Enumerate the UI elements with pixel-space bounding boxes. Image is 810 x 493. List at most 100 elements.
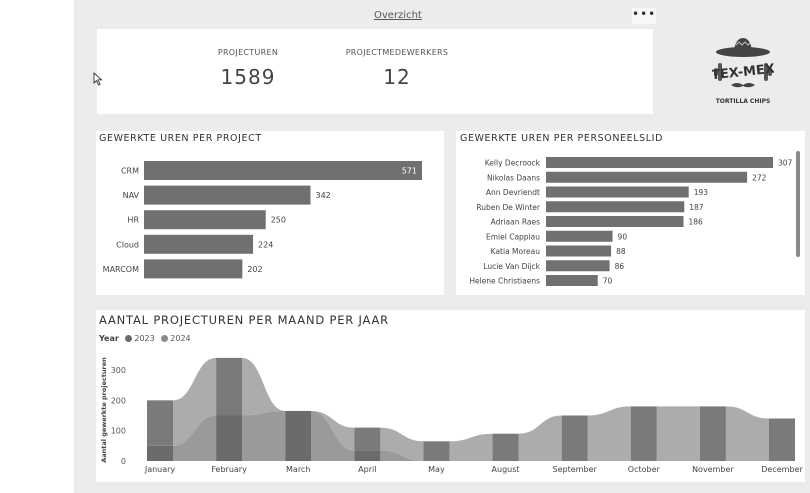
data-label: 250: [271, 216, 286, 225]
y-tick-label: 0: [121, 457, 126, 466]
data-label: 272: [752, 173, 767, 182]
y-axis-label: Aantal gewerkte projecturen: [100, 357, 108, 463]
bar: [144, 210, 266, 230]
ribbon: [725, 406, 769, 461]
category-label: Ann Devriendt: [486, 188, 540, 197]
category-label: Helene Christiaens: [469, 277, 540, 286]
mouse-cursor-icon: [93, 72, 103, 86]
category-label: HR: [127, 216, 139, 225]
ribbon: [656, 406, 700, 461]
category-label: Lucie Van Dijck: [483, 262, 540, 271]
x-tick-label: September: [553, 465, 598, 474]
bar: [144, 259, 243, 279]
data-label: 307: [778, 159, 793, 168]
category-label: Cloud: [116, 240, 139, 249]
chart-legend: Year 2023 2024: [99, 334, 191, 343]
data-label: 86: [615, 262, 625, 271]
bar-2024: [492, 433, 519, 461]
category-label: MARCOM: [103, 265, 139, 274]
x-tick-label: August: [492, 465, 520, 474]
bar: [546, 157, 773, 168]
ribbon: [587, 406, 631, 461]
legend-2024-swatch-icon: [161, 335, 169, 342]
bar-2023: [147, 445, 173, 461]
category-label: Adriaan Raes: [491, 218, 541, 227]
x-tick-label: May: [428, 465, 445, 474]
data-label: 186: [689, 218, 704, 227]
bar-2023: [354, 450, 381, 461]
category-label: Emiel Cappiau: [486, 232, 540, 241]
vertical-scrollbar[interactable]: [796, 151, 800, 257]
more-options-button[interactable]: •••: [632, 8, 656, 24]
kpi-label: PROJECTUREN: [217, 48, 279, 57]
ribbon: [173, 357, 217, 446]
kpi-value: 1589: [220, 65, 276, 89]
data-label: 90: [618, 232, 628, 241]
bar-2024: [147, 400, 173, 446]
ribbon: [311, 410, 355, 451]
category-label: NAV: [123, 191, 140, 200]
page-tab-overzicht[interactable]: Overzicht: [374, 10, 422, 21]
x-tick-label: February: [211, 465, 247, 474]
x-tick-label: October: [628, 465, 661, 474]
legend-2024-label[interactable]: 2024: [170, 334, 191, 343]
kpi-projecturen: PROJECTUREN 1589: [212, 48, 284, 89]
data-label: 88: [616, 247, 626, 256]
ribbon: [449, 433, 493, 461]
bar-2024: [699, 406, 726, 461]
ribbon: [380, 427, 424, 461]
bar: [546, 201, 685, 213]
bar-2024: [630, 406, 657, 461]
category-label: Kelly Decroock: [485, 159, 541, 168]
data-label: 193: [694, 188, 709, 197]
kpi-label: PROJECTMEDEWERKERS: [345, 48, 449, 57]
legend-title: Year: [99, 334, 119, 343]
bar: [144, 161, 422, 180]
bar: [546, 260, 610, 272]
legend-2023-swatch-icon: [125, 335, 133, 342]
ribbon: [173, 415, 217, 461]
bar: [546, 230, 613, 242]
logo-text-sub: TORTILLA CHIPS: [716, 98, 771, 105]
data-label: 70: [603, 277, 613, 286]
bar: [546, 216, 684, 227]
legend-2023-label[interactable]: 2023: [134, 334, 155, 343]
tex-mex-logo: TEX-MEX TORTILLA CHIPS: [712, 38, 774, 105]
logo-text-main: TEX-MEX: [712, 62, 774, 84]
data-label: 571: [402, 167, 417, 176]
chart-project-hours: CRM 571 NAV 342 HR 250 Cloud 224 MARCOM 202: [103, 161, 422, 279]
bar: [546, 245, 612, 257]
bar-2024: [561, 415, 588, 461]
ribbon: [518, 415, 562, 461]
chart-title: GEWERKTE UREN PER PERSONEELSLID: [460, 133, 663, 144]
bar: [546, 171, 748, 183]
kpi-value: 12: [383, 65, 411, 89]
ribbon: [242, 357, 286, 416]
bar: [144, 185, 311, 205]
x-tick-label: January: [144, 465, 176, 474]
bar-2024: [423, 441, 450, 461]
x-tick-label: April: [358, 465, 376, 474]
category-label: Nikolas Daans: [487, 173, 540, 182]
ribbon: [242, 410, 286, 461]
data-label: 224: [258, 240, 273, 249]
chart-title: AANTAL PROJECTUREN PER MAAND PER JAAR: [99, 313, 389, 327]
category-label: Katia Moreau: [491, 247, 541, 256]
ribbon: [311, 410, 355, 461]
x-tick-label: December: [761, 465, 803, 474]
category-label: CRM: [121, 167, 139, 176]
kpi-projectmedewerkers: PROJECTMEDEWERKERS 12: [344, 48, 450, 89]
y-tick-label: 300: [111, 366, 126, 375]
bar: [144, 234, 254, 254]
bar-2024: [354, 427, 381, 451]
bar-2023: [285, 410, 312, 461]
y-tick-label: 200: [111, 396, 126, 405]
bar: [546, 275, 598, 286]
y-tick-label: 100: [111, 427, 126, 436]
data-label: 342: [316, 191, 331, 200]
bar-2024: [769, 418, 795, 461]
bar-2024: [216, 357, 243, 416]
chart-title: GEWERKTE UREN PER PROJECT: [99, 133, 262, 144]
x-tick-label: November: [692, 465, 734, 474]
